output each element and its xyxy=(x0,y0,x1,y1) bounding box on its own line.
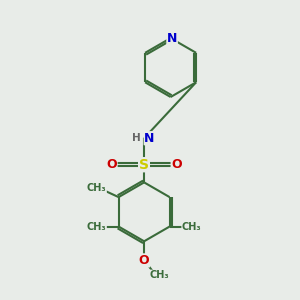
Text: O: O xyxy=(106,158,117,171)
Text: N: N xyxy=(167,32,177,45)
Text: CH₃: CH₃ xyxy=(149,270,169,280)
Text: CH₃: CH₃ xyxy=(182,222,202,232)
Text: S: S xyxy=(139,158,149,172)
Text: H: H xyxy=(132,133,141,143)
Text: CH₃: CH₃ xyxy=(87,183,106,193)
Text: N: N xyxy=(144,132,154,145)
Text: CH₃: CH₃ xyxy=(87,222,106,232)
Text: O: O xyxy=(139,254,149,267)
Text: O: O xyxy=(171,158,182,171)
